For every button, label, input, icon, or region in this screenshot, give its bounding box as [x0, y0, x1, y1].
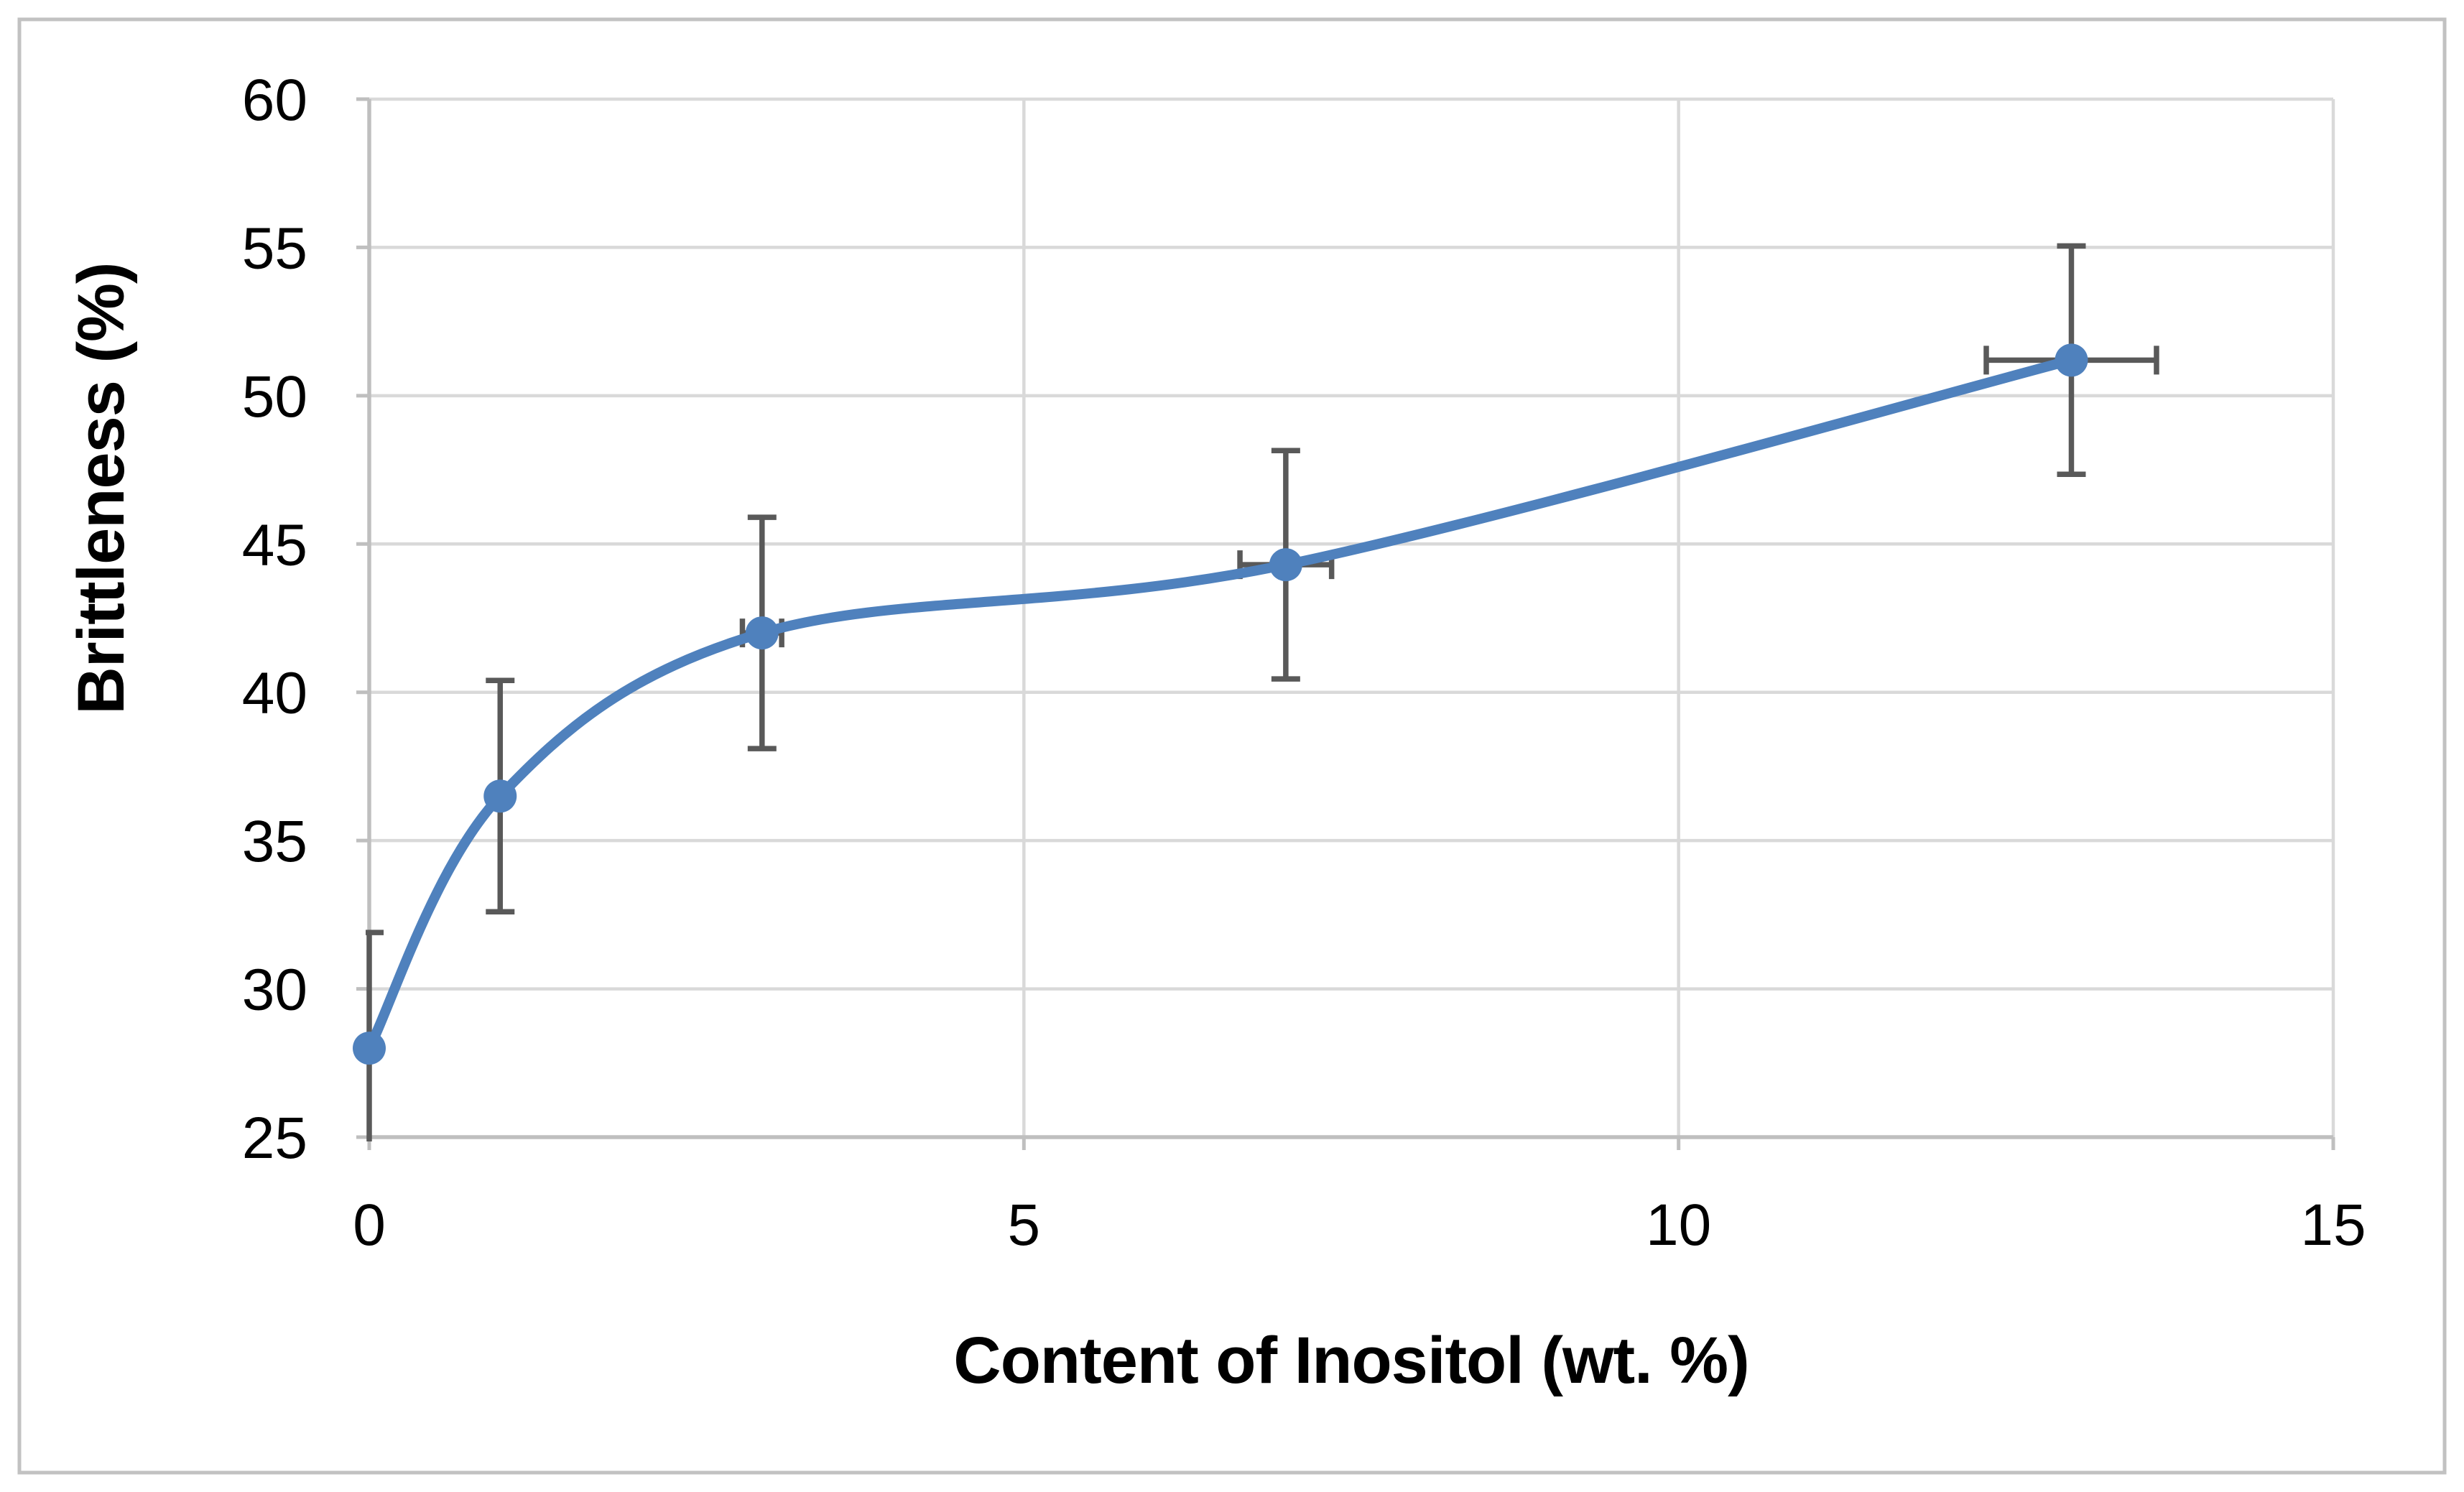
x-axis-title: Content of Inositol (wt. %) — [953, 1324, 1749, 1397]
x-tick-label: 10 — [1646, 1192, 1711, 1258]
x-tick-label: 15 — [2300, 1192, 2366, 1258]
gridlines — [369, 97, 2335, 1137]
figure-border — [17, 17, 2447, 1475]
data-point-marker — [745, 616, 779, 650]
axes — [356, 97, 2335, 1150]
series-line — [364, 355, 2077, 1054]
y-tick-label: 55 — [242, 216, 307, 281]
data-point-marker — [483, 779, 517, 813]
y-tick-label: 60 — [242, 68, 307, 133]
y-axis-title: Brittleness (%) — [65, 262, 138, 714]
error-bars — [366, 243, 2159, 1141]
tick-labels: 25 30 35 40 45 50 55 60 0 5 10 15 — [242, 68, 2366, 1258]
data-point-marker — [353, 1032, 386, 1065]
y-tick-label: 25 — [242, 1106, 307, 1171]
data-point-marker — [2055, 343, 2088, 377]
y-tick-label: 50 — [242, 364, 307, 430]
data-points — [353, 343, 2088, 1065]
x-tick-label: 0 — [353, 1192, 386, 1258]
x-tick-label: 5 — [1008, 1192, 1041, 1258]
y-tick-label: 40 — [242, 661, 307, 726]
y-tick-label: 30 — [242, 958, 307, 1023]
data-point-marker — [1269, 548, 1302, 582]
y-tick-label: 45 — [242, 512, 307, 578]
y-tick-label: 35 — [242, 809, 307, 874]
data-line — [364, 355, 2077, 1054]
